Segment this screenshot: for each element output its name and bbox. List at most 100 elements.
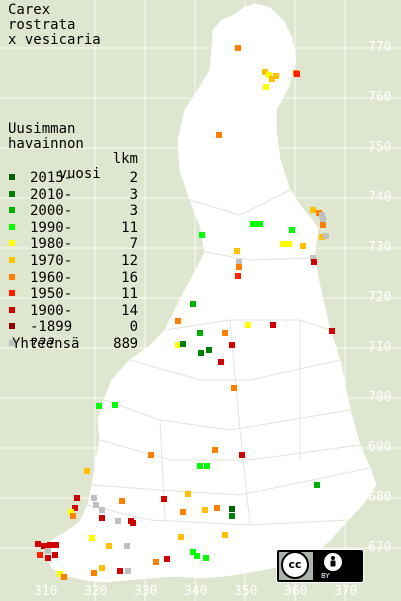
observation-marker — [244, 321, 251, 328]
observation-marker — [99, 506, 105, 513]
legend-count: 14 — [121, 302, 138, 319]
observation-marker — [288, 227, 295, 233]
observation-marker — [214, 505, 220, 511]
observation-marker — [67, 509, 74, 515]
x-axis-tick-label: 340 — [184, 584, 208, 599]
legend-item: 1900- 14 — [8, 303, 138, 320]
observation-marker — [235, 44, 241, 51]
observation-marker — [52, 541, 59, 548]
observation-marker — [161, 495, 167, 502]
observation-marker — [180, 509, 186, 515]
observation-marker — [88, 534, 95, 541]
observation-marker — [105, 543, 112, 549]
observation-marker — [318, 233, 325, 240]
by-person-icon — [321, 552, 345, 571]
x-axis-tick-label: 360 — [284, 584, 308, 599]
observation-marker — [262, 69, 268, 75]
y-axis-tick-label: 710 — [368, 340, 392, 355]
observation-marker — [231, 385, 237, 391]
observation-marker — [92, 502, 99, 508]
observation-marker — [147, 452, 154, 458]
total-label: Yhteensä — [12, 336, 80, 352]
y-axis-tick-label: 680 — [368, 490, 392, 505]
observation-marker — [322, 233, 329, 239]
observation-marker — [83, 467, 90, 474]
x-axis-tick-label: 370 — [334, 584, 358, 599]
license-badge[interactable]: cc BY — [276, 549, 364, 583]
observation-marker — [204, 463, 210, 469]
legend-label: 1980- — [30, 236, 73, 253]
region-borders — [87, 189, 371, 526]
observation-marker — [235, 263, 242, 270]
legend-label: 1900- — [30, 302, 73, 319]
legend-label: ??? — [30, 335, 56, 352]
observation-marker — [198, 349, 204, 356]
legend-label: 1960- — [30, 269, 73, 286]
y-axis-tick-label: 720 — [368, 290, 392, 305]
observation-marker — [266, 71, 272, 78]
legend-count: 3 — [129, 203, 138, 220]
observation-marker — [179, 341, 186, 347]
legend-label: 1970- — [30, 252, 73, 269]
observation-marker — [175, 318, 181, 324]
observation-marker — [51, 552, 58, 558]
observation-marker — [310, 258, 317, 265]
species-title: Carex rostrata x vesicaria — [8, 3, 101, 48]
y-axis-tick-label: 700 — [368, 390, 392, 405]
observation-marker — [234, 273, 241, 279]
legend-swatch — [9, 223, 15, 230]
total-count: 88 — [113, 336, 130, 352]
legend-count: 12 — [121, 252, 138, 269]
y-axis-tick-label: 670 — [368, 540, 392, 555]
observation-marker — [229, 513, 235, 519]
observation-marker — [199, 231, 205, 238]
observation-marker — [268, 76, 275, 82]
y-axis-tick-label: 690 — [368, 440, 392, 455]
legend-label: -1899 — [30, 319, 73, 336]
observation-marker — [111, 402, 118, 408]
observation-marker — [319, 216, 326, 222]
observation-marker — [45, 555, 51, 561]
legend-item: 1960- 16 — [8, 270, 138, 287]
observation-marker — [47, 542, 53, 548]
legend-label: 1950- — [30, 286, 73, 303]
legend-count-header: lkm — [112, 151, 138, 167]
observation-marker — [44, 547, 51, 554]
x-axis-tick-label: 320 — [84, 584, 108, 599]
observation-marker — [218, 359, 224, 365]
x-axis-tick-label: 310 — [34, 584, 58, 599]
observation-marker — [250, 221, 256, 227]
legend-item: 2010- 3 — [8, 187, 138, 204]
observation-marker — [189, 548, 196, 555]
observation-marker — [35, 541, 41, 547]
observation-marker — [90, 570, 97, 576]
observation-marker — [236, 258, 242, 265]
observation-marker — [256, 221, 263, 227]
observation-marker — [119, 497, 125, 504]
observation-marker — [71, 504, 78, 511]
observation-marker — [40, 543, 47, 549]
observation-marker — [56, 570, 63, 577]
observation-marker — [190, 301, 196, 307]
legend-swatch — [9, 190, 15, 197]
title-line-3: x vesicaria — [8, 32, 101, 48]
observation-marker — [184, 490, 191, 497]
y-axis-tick-label: 760 — [368, 90, 392, 105]
observation-marker — [177, 533, 184, 540]
observation-marker — [114, 517, 121, 524]
observation-marker — [270, 321, 276, 328]
observation-marker — [309, 255, 316, 261]
observation-marker — [69, 513, 76, 519]
title-line-2: rostrata — [8, 17, 76, 33]
legend-swatch — [9, 323, 15, 330]
legend-item: -1899 0 — [8, 319, 138, 336]
observation-marker — [272, 73, 279, 79]
observation-marker — [130, 520, 136, 526]
y-axis-tick-label: 740 — [368, 190, 392, 205]
legend-count: 9 — [129, 335, 138, 352]
observation-marker — [294, 71, 300, 77]
observation-marker — [117, 568, 123, 574]
observation-marker — [319, 212, 325, 218]
